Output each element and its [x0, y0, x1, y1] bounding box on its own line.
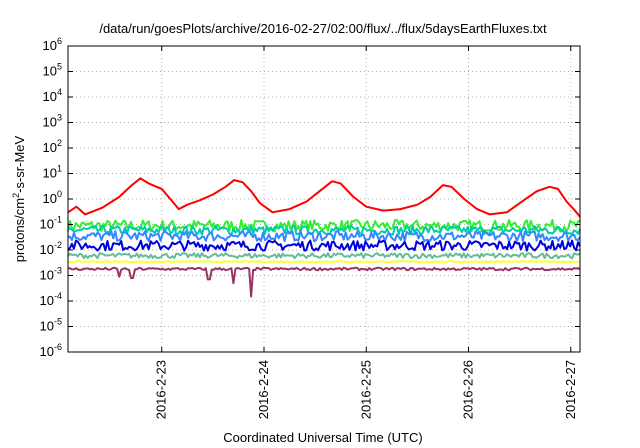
- y-tick-label-base: 10: [40, 293, 54, 308]
- y-tick-label-base: 10: [40, 344, 54, 359]
- y-tick-label-exp: -6: [54, 342, 62, 352]
- y-tick-label: 106: [43, 36, 62, 53]
- y-tick-label-exp: -1: [54, 215, 62, 225]
- series-layer: [67, 177, 581, 298]
- x-tick-label: 2016-2-23: [154, 360, 169, 419]
- y-tick-label-base: 10: [40, 268, 54, 283]
- y-tick-label: 10-6: [40, 342, 62, 359]
- y-axis-title-base: protons/cm: [12, 198, 27, 262]
- y-tick-label-base: 10: [43, 166, 57, 181]
- y-tick-label-base: 10: [40, 319, 54, 334]
- y-tick-label-exp: 5: [57, 62, 62, 72]
- y-tick-label-exp: 0: [57, 189, 62, 199]
- y-axis-title-rest: -s-sr-MeV: [12, 135, 27, 192]
- y-tick-label-base: 10: [40, 217, 54, 232]
- y-axis-title: protons/cm2-s-sr-MeV: [11, 135, 27, 262]
- y-tick-label-exp: -5: [54, 317, 62, 327]
- y-tick-label-exp: -3: [54, 266, 62, 276]
- y-tick-label: 10-2: [40, 240, 62, 257]
- series-line: [67, 260, 581, 264]
- y-tick-label: 105: [43, 62, 62, 79]
- x-axis-title: Coordinated Universal Time (UTC): [223, 430, 422, 445]
- y-tick-label-exp: -2: [54, 240, 62, 250]
- y-tick-label: 102: [43, 138, 62, 155]
- chart-title: /data/run/goesPlots/archive/2016-02-27/0…: [99, 21, 547, 36]
- y-tick-label-exp: 2: [57, 138, 62, 148]
- y-tick-label-base: 10: [43, 64, 57, 79]
- y-tick-label: 10-5: [40, 317, 62, 334]
- y-tick-label-exp: 4: [57, 87, 62, 97]
- x-axis: 2016-2-23 2016-2-24 2016-2-25 2016-2-26 2016…: [154, 46, 578, 419]
- y-tick-label-base: 10: [43, 89, 57, 104]
- y-tick-label-base: 10: [43, 115, 57, 130]
- series-line: [67, 219, 581, 233]
- y-tick-label-base: 10: [43, 140, 57, 155]
- y-tick-label: 100: [43, 189, 62, 206]
- y-tick-label-exp: 6: [57, 36, 62, 46]
- series-line: [67, 224, 581, 236]
- series-line: [67, 239, 581, 252]
- x-tick-label: 2016-2-26: [461, 360, 476, 419]
- y-tick-label-base: 10: [43, 191, 57, 206]
- y-tick-label-exp: 3: [57, 113, 62, 123]
- grid: [68, 46, 580, 352]
- y-tick-label-exp: 1: [57, 164, 62, 174]
- series-line: [68, 266, 581, 298]
- series-line: [67, 177, 581, 218]
- y-tick-label: 104: [43, 87, 62, 104]
- x-tick-label: 2016-2-25: [358, 360, 373, 419]
- y-axis-title-sup: 2: [11, 193, 21, 198]
- y-tick-label: 103: [43, 113, 62, 130]
- y-tick-label-exp: -4: [54, 291, 62, 301]
- y-tick-label: 10-3: [40, 266, 62, 283]
- y-tick-label: 10-4: [40, 291, 62, 308]
- y-tick-label: 10-1: [40, 215, 62, 232]
- y-tick-label-base: 10: [43, 38, 57, 53]
- series-line: [67, 230, 581, 243]
- series-line: [67, 252, 581, 260]
- y-tick-label-base: 10: [40, 242, 54, 257]
- x-tick-label: 2016-2-24: [256, 360, 271, 419]
- y-tick-label: 101: [43, 164, 62, 181]
- x-tick-label: 2016-2-27: [563, 360, 578, 419]
- y-axis: 10-610-510-410-310-210-11001011021031041…: [40, 36, 580, 359]
